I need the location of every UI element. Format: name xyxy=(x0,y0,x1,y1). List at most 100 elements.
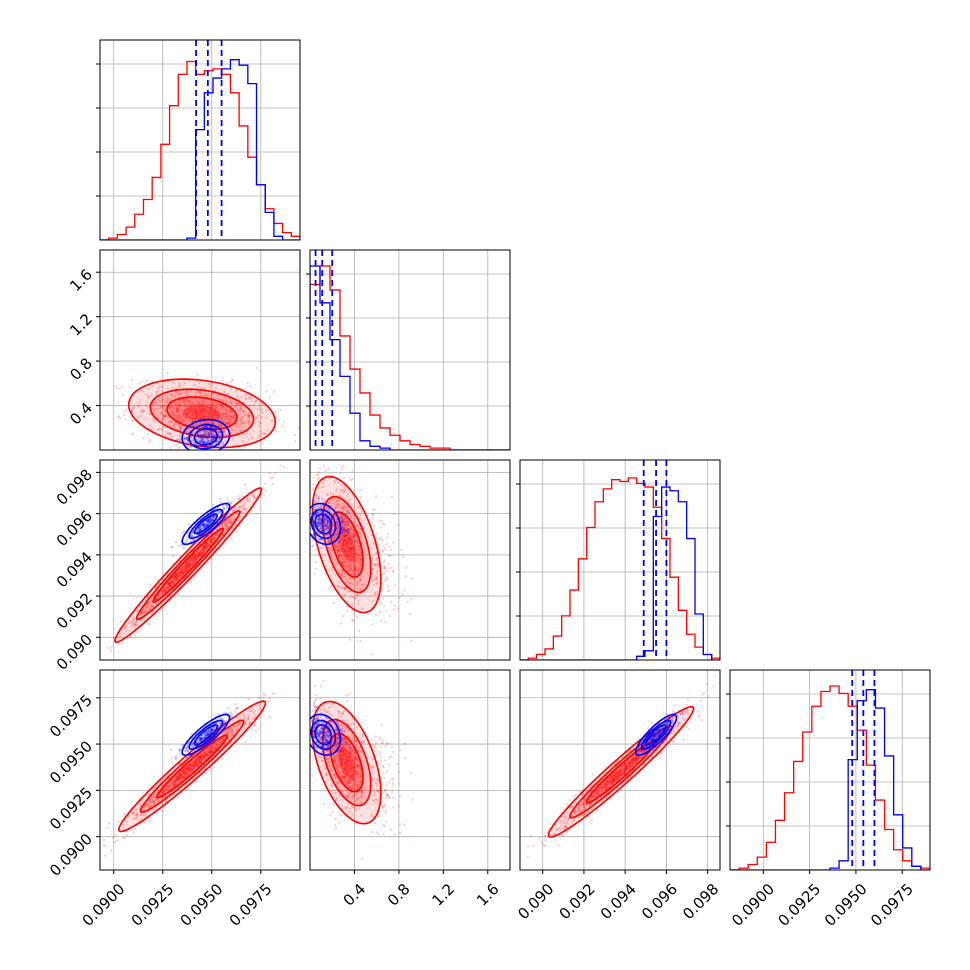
scatter-point xyxy=(401,593,404,596)
scatter-point xyxy=(355,594,358,597)
scatter-point xyxy=(211,519,215,522)
scatter-point xyxy=(135,623,139,626)
scatter-point xyxy=(201,404,204,407)
scatter-point xyxy=(262,696,265,699)
scatter-point xyxy=(348,537,351,541)
scatter-point xyxy=(201,407,205,410)
scatter-point xyxy=(207,543,210,546)
scatter-point xyxy=(247,414,250,417)
scatter-point xyxy=(202,436,206,439)
scatter-point xyxy=(336,546,340,549)
scatter-point xyxy=(390,566,393,569)
scatter-point xyxy=(211,435,214,439)
scatter-point xyxy=(192,408,196,411)
scatter-point xyxy=(139,619,143,622)
scatter-point xyxy=(326,519,329,523)
scatter-point xyxy=(324,501,328,505)
scatter-point xyxy=(264,489,267,492)
scatter-point xyxy=(180,392,184,395)
scatter-point xyxy=(188,399,191,402)
scatter-point xyxy=(208,521,211,524)
scatter-point xyxy=(212,433,216,436)
scatter-point xyxy=(328,524,331,527)
scatter-point xyxy=(318,517,322,520)
scatter-point xyxy=(377,543,380,546)
scatter-point xyxy=(319,506,322,509)
scatter-point xyxy=(354,596,357,599)
scatter-point xyxy=(216,510,219,514)
scatter-point xyxy=(186,393,189,396)
scatter-point xyxy=(230,520,233,524)
scatter-point xyxy=(342,519,345,522)
scatter-point xyxy=(202,430,206,433)
scatter-point xyxy=(139,613,142,616)
scatter-point xyxy=(327,520,330,523)
scatter-point xyxy=(359,563,363,567)
scatter-point xyxy=(383,565,386,569)
scatter-point xyxy=(236,409,240,412)
scatter-point xyxy=(315,512,318,515)
scatter-point xyxy=(226,525,229,528)
contour-line xyxy=(310,508,337,540)
scatter-point xyxy=(151,407,154,411)
scatter-point xyxy=(314,513,318,516)
scatter-point xyxy=(341,505,344,508)
scatter-point xyxy=(345,540,348,544)
scatter-point xyxy=(135,609,139,612)
scatter-point xyxy=(210,406,213,409)
scatter-point xyxy=(205,405,209,408)
scatter-point xyxy=(347,506,350,509)
scatter-point xyxy=(185,540,188,543)
scatter-point xyxy=(347,499,351,502)
scatter-point xyxy=(211,400,214,403)
scatter-point xyxy=(144,405,148,408)
scatter-point xyxy=(131,407,135,410)
scatter-point xyxy=(340,523,343,527)
scatter-point xyxy=(180,571,183,575)
scatter-point xyxy=(328,510,332,513)
scatter-point xyxy=(267,700,270,703)
scatter-point xyxy=(382,573,385,576)
scatter-point xyxy=(152,787,156,790)
scatter-point xyxy=(312,525,316,528)
scatter-point xyxy=(176,406,180,410)
scatter-point xyxy=(148,412,151,416)
scatter-point xyxy=(201,523,205,527)
scatter-point xyxy=(186,437,189,440)
scatter-point xyxy=(230,402,233,405)
scatter-point xyxy=(189,557,192,561)
scatter-point xyxy=(198,434,202,437)
scatter-point xyxy=(183,398,186,401)
scatter-point xyxy=(191,534,195,537)
scatter-point xyxy=(164,404,167,407)
scatter-point xyxy=(347,522,351,525)
scatter-point xyxy=(208,539,211,542)
scatter-point xyxy=(360,561,363,565)
scatter-point xyxy=(373,508,376,511)
scatter-point xyxy=(204,525,207,528)
scatter-point xyxy=(245,435,248,438)
scatter-point xyxy=(200,437,203,440)
scatter-point xyxy=(314,535,317,538)
scatter-point xyxy=(246,414,250,417)
scatter-point xyxy=(196,444,200,447)
scatter-point xyxy=(154,399,157,402)
scatter-point xyxy=(345,511,349,515)
scatter-point xyxy=(359,488,362,492)
scatter-point xyxy=(341,573,344,576)
scatter-point xyxy=(175,578,179,582)
scatter-point xyxy=(355,584,358,588)
scatter-point xyxy=(170,585,173,588)
scatter-point xyxy=(355,552,358,555)
scatter-point xyxy=(319,538,322,541)
scatter-point xyxy=(339,515,343,519)
scatter-point xyxy=(158,384,162,388)
scatter-point xyxy=(198,431,202,435)
scatter-point xyxy=(388,615,391,618)
scatter-point xyxy=(341,570,344,573)
scatter-point xyxy=(351,596,355,599)
scatter-point xyxy=(188,418,191,422)
scatter-point xyxy=(204,404,207,407)
scatter-point xyxy=(177,574,180,577)
scatter-point xyxy=(224,523,227,527)
